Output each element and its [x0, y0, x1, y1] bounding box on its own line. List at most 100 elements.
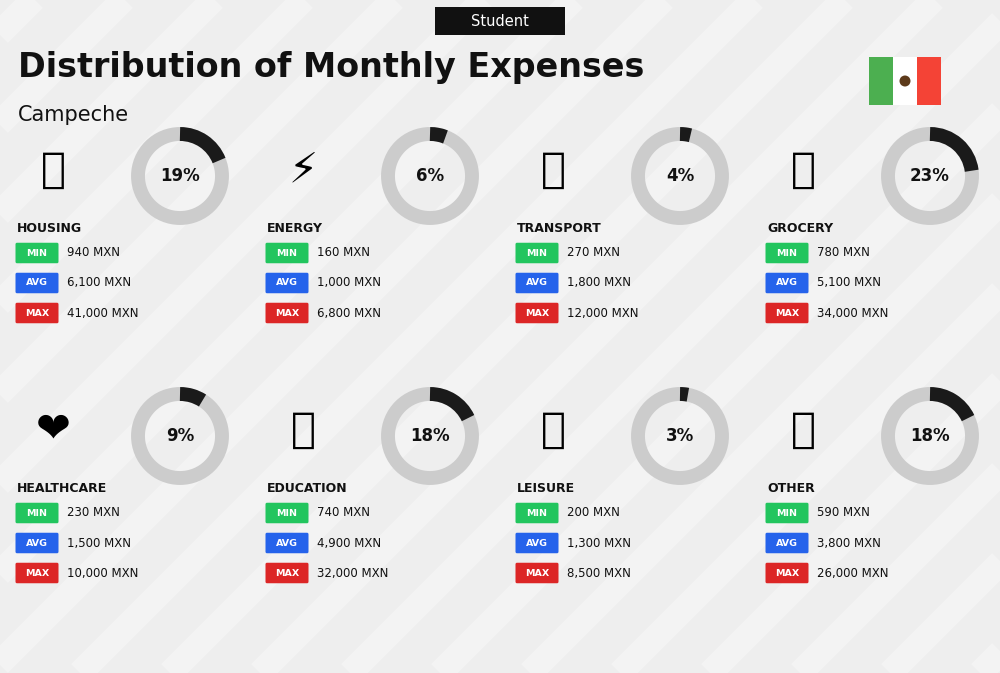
Text: 1,000 MXN: 1,000 MXN: [317, 277, 381, 289]
Text: OTHER: OTHER: [767, 481, 815, 495]
Text: 740 MXN: 740 MXN: [317, 507, 370, 520]
Text: Student: Student: [471, 13, 529, 28]
Text: MIN: MIN: [26, 248, 47, 258]
Text: 4,900 MXN: 4,900 MXN: [317, 536, 381, 549]
Text: 1,500 MXN: 1,500 MXN: [67, 536, 131, 549]
Text: 🎓: 🎓: [290, 409, 316, 451]
FancyBboxPatch shape: [516, 533, 558, 553]
Text: TRANSPORT: TRANSPORT: [517, 221, 602, 234]
FancyBboxPatch shape: [15, 303, 58, 323]
Text: 6%: 6%: [416, 167, 444, 185]
Text: 💰: 💰: [790, 409, 815, 451]
Text: MAX: MAX: [275, 569, 299, 577]
Text: 200 MXN: 200 MXN: [567, 507, 620, 520]
Text: 10,000 MXN: 10,000 MXN: [67, 567, 138, 579]
Text: AVG: AVG: [776, 538, 798, 548]
Text: Campeche: Campeche: [18, 105, 129, 125]
FancyBboxPatch shape: [516, 303, 558, 323]
Text: AVG: AVG: [526, 279, 548, 287]
Text: 1,800 MXN: 1,800 MXN: [567, 277, 631, 289]
Text: 19%: 19%: [160, 167, 200, 185]
FancyBboxPatch shape: [266, 563, 308, 583]
Text: 590 MXN: 590 MXN: [817, 507, 870, 520]
FancyBboxPatch shape: [266, 533, 308, 553]
FancyBboxPatch shape: [15, 503, 58, 523]
FancyBboxPatch shape: [266, 273, 308, 293]
Text: 9%: 9%: [166, 427, 194, 445]
Text: 32,000 MXN: 32,000 MXN: [317, 567, 388, 579]
Text: 780 MXN: 780 MXN: [817, 246, 870, 260]
Text: 26,000 MXN: 26,000 MXN: [817, 567, 889, 579]
Text: 230 MXN: 230 MXN: [67, 507, 120, 520]
FancyBboxPatch shape: [435, 7, 565, 35]
Text: MIN: MIN: [276, 509, 298, 518]
Text: 270 MXN: 270 MXN: [567, 246, 620, 260]
Text: 34,000 MXN: 34,000 MXN: [817, 306, 888, 320]
Text: Distribution of Monthly Expenses: Distribution of Monthly Expenses: [18, 52, 644, 85]
Text: 160 MXN: 160 MXN: [317, 246, 370, 260]
Text: MAX: MAX: [25, 308, 49, 318]
FancyBboxPatch shape: [15, 273, 58, 293]
Bar: [869, 57, 893, 105]
Text: MAX: MAX: [525, 569, 549, 577]
Text: MIN: MIN: [26, 509, 47, 518]
Text: 5,100 MXN: 5,100 MXN: [817, 277, 881, 289]
FancyBboxPatch shape: [766, 243, 809, 263]
Text: 41,000 MXN: 41,000 MXN: [67, 306, 138, 320]
Text: 12,000 MXN: 12,000 MXN: [567, 306, 639, 320]
Text: 4%: 4%: [666, 167, 694, 185]
FancyBboxPatch shape: [266, 303, 308, 323]
Text: MAX: MAX: [775, 308, 799, 318]
Text: MIN: MIN: [526, 248, 548, 258]
Text: MAX: MAX: [25, 569, 49, 577]
Text: MIN: MIN: [776, 509, 798, 518]
Bar: [893, 57, 917, 105]
FancyBboxPatch shape: [15, 533, 58, 553]
Text: 🚌: 🚌: [540, 149, 566, 191]
FancyBboxPatch shape: [516, 503, 558, 523]
Text: 3%: 3%: [666, 427, 694, 445]
FancyBboxPatch shape: [766, 303, 809, 323]
Text: 🛒: 🛒: [790, 149, 815, 191]
Text: MIN: MIN: [526, 509, 548, 518]
FancyBboxPatch shape: [266, 503, 308, 523]
Text: 3,800 MXN: 3,800 MXN: [817, 536, 881, 549]
FancyBboxPatch shape: [516, 273, 558, 293]
Text: LEISURE: LEISURE: [517, 481, 575, 495]
FancyBboxPatch shape: [15, 243, 58, 263]
FancyBboxPatch shape: [516, 243, 558, 263]
Text: ENERGY: ENERGY: [267, 221, 323, 234]
Text: 1,300 MXN: 1,300 MXN: [567, 536, 631, 549]
Text: MIN: MIN: [276, 248, 298, 258]
Bar: [917, 57, 941, 105]
Text: AVG: AVG: [276, 538, 298, 548]
Text: AVG: AVG: [26, 538, 48, 548]
Text: AVG: AVG: [776, 279, 798, 287]
Text: ⚡: ⚡: [288, 149, 318, 191]
FancyBboxPatch shape: [766, 533, 809, 553]
FancyBboxPatch shape: [766, 273, 809, 293]
Text: MAX: MAX: [525, 308, 549, 318]
Text: 🏢: 🏢: [40, 149, 66, 191]
Text: EDUCATION: EDUCATION: [267, 481, 348, 495]
Text: MAX: MAX: [275, 308, 299, 318]
FancyBboxPatch shape: [266, 243, 308, 263]
Text: 6,800 MXN: 6,800 MXN: [317, 306, 381, 320]
Text: GROCERY: GROCERY: [767, 221, 833, 234]
Text: AVG: AVG: [526, 538, 548, 548]
Text: 8,500 MXN: 8,500 MXN: [567, 567, 631, 579]
Text: 6,100 MXN: 6,100 MXN: [67, 277, 131, 289]
FancyBboxPatch shape: [766, 503, 809, 523]
Text: MIN: MIN: [776, 248, 798, 258]
Text: HOUSING: HOUSING: [17, 221, 82, 234]
Text: 🛍: 🛍: [540, 409, 566, 451]
Text: ❤: ❤: [36, 409, 70, 451]
Text: AVG: AVG: [26, 279, 48, 287]
Text: 940 MXN: 940 MXN: [67, 246, 120, 260]
Circle shape: [900, 75, 911, 87]
Text: 18%: 18%: [910, 427, 950, 445]
FancyBboxPatch shape: [15, 563, 58, 583]
Text: HEALTHCARE: HEALTHCARE: [17, 481, 107, 495]
FancyBboxPatch shape: [766, 563, 809, 583]
Text: 18%: 18%: [410, 427, 450, 445]
